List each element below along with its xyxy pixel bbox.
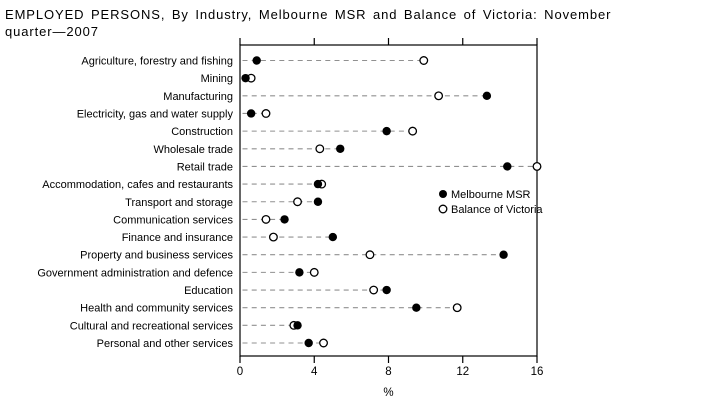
balance-of-victoria-dot [319, 338, 328, 348]
x-tick-label: 8 [385, 366, 391, 378]
melbourne-msr-dot [241, 73, 250, 83]
category-label: Electricity, gas and water supply [77, 108, 234, 120]
category-label: Finance and insurance [122, 232, 233, 244]
category-label: Retail trade [177, 161, 233, 173]
melbourne-msr-dot [382, 285, 391, 295]
category-label: Personal and other services [97, 338, 234, 350]
balance-of-victoria-dot [419, 56, 429, 65]
balance-of-victoria-dot [309, 267, 319, 277]
category-label: Property and business services [80, 250, 233, 262]
balance-of-victoria-dot [532, 161, 542, 171]
melbourne-msr-dot [252, 56, 261, 65]
category-label: Construction [171, 126, 233, 138]
category-label: Accommodation, cafes and restaurants [42, 179, 233, 191]
balance-of-victoria-dot [268, 232, 278, 242]
legend-balance-of-victoria-label: Balance of Victoria [451, 204, 543, 216]
balance-of-victoria-dot [293, 197, 302, 207]
melbourne-msr-dot [499, 250, 508, 259]
legend-balance-of-victoria-icon [438, 204, 448, 214]
balance-of-victoria-dot [434, 91, 444, 101]
melbourne-msr-dot [503, 162, 512, 171]
x-tick-label: 16 [531, 366, 544, 378]
chart-title: EMPLOYED PERSONS, By Industry, Melbourne… [5, 6, 703, 40]
chart-title-line1: EMPLOYED PERSONS, By Industry, Melbourne… [5, 7, 612, 22]
balance-of-victoria-dot [452, 303, 462, 313]
category-label: Education [184, 285, 233, 297]
melbourne-msr-dot [313, 179, 323, 189]
balance-of-victoria-dot [315, 144, 325, 154]
balance-of-victoria-dot [408, 126, 418, 136]
legend-melbourne-msr-icon [439, 190, 447, 198]
melbourne-msr-dot [293, 321, 302, 330]
melbourne-msr-dot [336, 144, 345, 153]
category-label: Wholesale trade [154, 144, 234, 156]
melbourne-msr-dot [482, 91, 492, 101]
melbourne-msr-dot [304, 338, 313, 348]
melbourne-msr-dot [382, 126, 391, 136]
melbourne-msr-dot [295, 268, 304, 277]
x-tick-label: 0 [237, 366, 243, 378]
category-label: Communication services [113, 214, 233, 226]
melbourne-msr-dot [313, 197, 323, 206]
legend-melbourne-msr-label: Melbourne MSR [451, 189, 531, 201]
balance-of-victoria-dot [261, 109, 271, 118]
category-label: Manufacturing [163, 91, 233, 103]
x-tick-label: 4 [311, 366, 318, 378]
balance-of-victoria-dot [369, 285, 379, 295]
melbourne-msr-dot [328, 232, 338, 242]
category-label: Health and community services [80, 303, 233, 315]
x-tick-label: 12 [456, 366, 469, 378]
category-label: Transport and storage [125, 197, 233, 209]
category-label: Mining [201, 73, 233, 85]
category-label: Agriculture, forestry and fishing [81, 56, 233, 68]
balance-of-victoria-dot [365, 250, 375, 260]
melbourne-msr-dot [412, 303, 421, 312]
category-label: Cultural and recreational services [70, 320, 234, 332]
chart-title-line2: quarter—2007 [5, 24, 99, 39]
melbourne-msr-dot [246, 109, 256, 118]
melbourne-msr-dot [280, 215, 289, 224]
x-axis-label: % [383, 387, 393, 399]
category-label: Government administration and defence [37, 267, 233, 279]
balance-of-victoria-dot [261, 214, 271, 224]
